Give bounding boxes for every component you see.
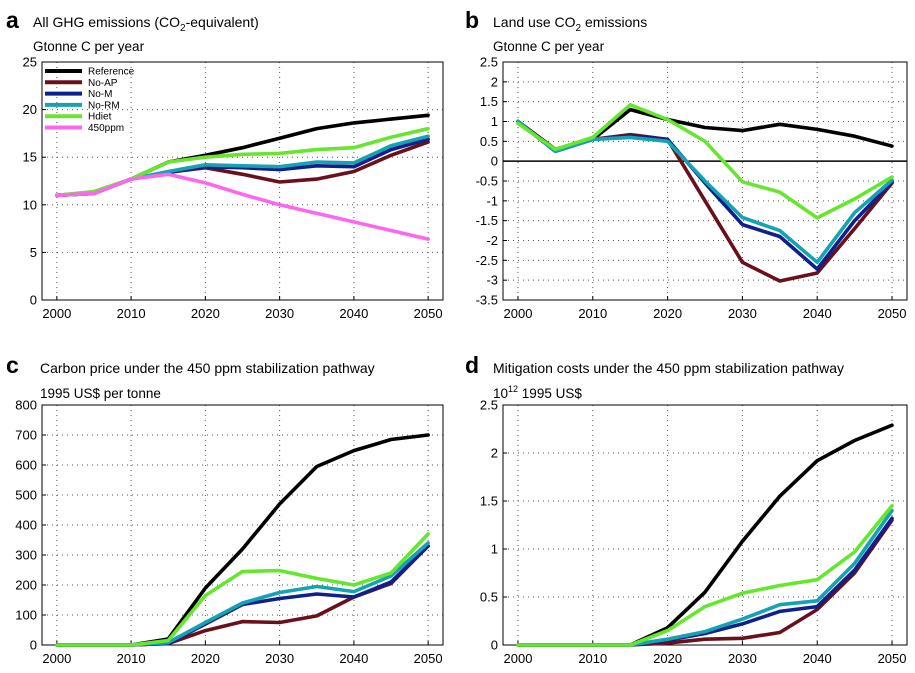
panel-title: All GHG emissions (CO2-equivalent) (33, 14, 259, 34)
y-tick-label: -2.5 (476, 253, 498, 268)
x-tick-label: 2000 (504, 306, 533, 321)
legend-label: No-M (88, 89, 112, 100)
x-tick-label: 2030 (265, 306, 294, 321)
x-tick-label: 2010 (578, 306, 607, 321)
y-tick-label: 2 (491, 446, 498, 461)
panel-label: c (6, 352, 19, 378)
y-tick-label: 1 (491, 542, 498, 557)
panel-label: d (465, 352, 479, 378)
x-tick-label: 2050 (878, 651, 907, 666)
panel-c: c Carbon price under the 450 ppm stabiliz… (6, 352, 444, 666)
y-tick-label: 2 (491, 74, 498, 89)
panel-label: b (465, 7, 479, 33)
y-tick-label: -2 (486, 233, 498, 248)
y-tick-label: 300 (15, 548, 37, 563)
legend-label: No-RM (88, 100, 120, 111)
y-tick-label: 10 (23, 197, 37, 212)
x-tick-label: 2040 (339, 306, 368, 321)
series-line-no-rm (55, 541, 430, 647)
y-tick-label: 5 (30, 245, 37, 260)
series-line-hdiet (55, 532, 430, 647)
legend-label: No-AP (88, 78, 118, 89)
legend-label: 450ppm (88, 123, 124, 134)
y-tick-label: 2.5 (480, 55, 498, 70)
series-line-no-ap (55, 544, 430, 647)
y-tick-label: 20 (23, 102, 37, 117)
series-line-no-rm (516, 508, 894, 647)
y-tick-label: 700 (15, 428, 37, 443)
panel-b: b Land use CO2 emissions Gtonne C per year… (465, 7, 908, 321)
y-tick-label: 100 (15, 608, 37, 623)
panel-title: Carbon price under the 450 ppm stabiliza… (40, 360, 375, 376)
x-tick-label: 2020 (653, 306, 682, 321)
x-tick-label: 2040 (803, 651, 832, 666)
panel-title: Land use CO2 emissions (493, 14, 647, 34)
x-tick-label: 2040 (803, 306, 832, 321)
y-tick-label: 0 (30, 638, 37, 653)
y-tick-label: -3.5 (476, 293, 498, 308)
series-line-450ppm (55, 172, 430, 241)
y-tick-label: 1 (491, 114, 498, 129)
panel-a: a All GHG emissions (CO2-equivalent) Gtonn… (6, 7, 444, 321)
x-tick-label: 2030 (728, 651, 757, 666)
plot-frame (41, 61, 444, 301)
y-tick-label: 800 (15, 398, 37, 413)
y-tick-label: 15 (23, 150, 37, 165)
y-tick-label: 0.5 (480, 134, 498, 149)
y-tick-label: 400 (15, 518, 37, 533)
legend-label: Reference (88, 67, 135, 78)
y-tick-label: 0 (491, 154, 498, 169)
y-tick-label: 0 (491, 638, 498, 653)
legend-label: Hdiet (88, 112, 112, 123)
y-tick-label: -1 (486, 193, 498, 208)
y-tick-label: 1.5 (480, 494, 498, 509)
panel-d: d Mitigation costs under the 450 ppm stab… (465, 352, 908, 666)
unit-label: Gtonne C per year (493, 39, 605, 54)
x-tick-label: 2030 (265, 651, 294, 666)
y-tick-label: 600 (15, 458, 37, 473)
y-tick-label: 0 (30, 293, 37, 308)
panel-label: a (6, 7, 19, 33)
series-line-reference (55, 433, 430, 647)
y-tick-label: 0.5 (480, 590, 498, 605)
y-tick-label: -1.5 (476, 213, 498, 228)
x-tick-label: 2050 (414, 651, 443, 666)
unit-label: 1012 1995 US$ (493, 384, 582, 401)
plot-frame (502, 404, 908, 646)
x-tick-label: 2020 (191, 306, 220, 321)
x-tick-label: 2020 (191, 651, 220, 666)
x-tick-label: 2030 (728, 306, 757, 321)
series-line-no-rm (516, 119, 894, 265)
x-tick-label: 2000 (504, 651, 533, 666)
x-tick-label: 2010 (117, 306, 146, 321)
y-tick-label: 1.5 (480, 94, 498, 109)
x-tick-label: 2010 (578, 651, 607, 666)
x-tick-label: 2000 (42, 651, 71, 666)
y-tick-label: 500 (15, 488, 37, 503)
unit-label: Gtonne C per year (33, 39, 145, 54)
unit-label: 1995 US$ per tonne (40, 386, 161, 401)
series-line-hdiet (516, 103, 894, 220)
series-line-hdiet (516, 503, 894, 647)
y-tick-label: -0.5 (476, 174, 498, 189)
x-tick-label: 2000 (42, 306, 71, 321)
series-line-reference (516, 423, 894, 647)
y-tick-label: 200 (15, 578, 37, 593)
x-tick-label: 2050 (414, 306, 443, 321)
y-tick-label: 2.5 (480, 398, 498, 413)
x-tick-label: 2010 (117, 651, 146, 666)
y-tick-label: -3 (486, 273, 498, 288)
y-tick-label: 25 (23, 55, 37, 70)
x-tick-label: 2040 (339, 651, 368, 666)
panel-title: Mitigation costs under the 450 ppm stabi… (493, 360, 844, 376)
series-line-no-m (55, 544, 430, 647)
x-tick-label: 2020 (653, 651, 682, 666)
x-tick-label: 2050 (878, 306, 907, 321)
